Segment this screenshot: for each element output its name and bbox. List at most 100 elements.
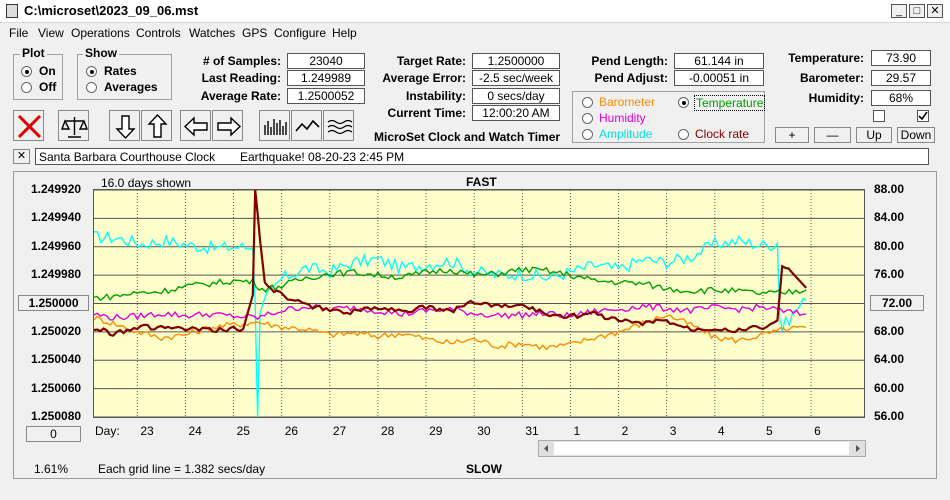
day-tick-label: 25	[236, 424, 250, 438]
clock-name-text: Santa Barbara Courthouse Clock	[39, 150, 216, 164]
arrow-right-button[interactable]	[212, 110, 243, 141]
bar-graph-icon	[264, 119, 287, 135]
barometer-field: 29.57	[871, 70, 931, 86]
day-tick-label: 26	[284, 424, 299, 438]
plot-area[interactable]	[93, 189, 865, 418]
app-name-label: MicroSet Clock and Watch Timer	[374, 130, 561, 144]
last-reading-label: Last Reading:	[201, 71, 281, 85]
average-error-field: -2.5 sec/week	[472, 70, 560, 86]
title-bar: C:\microset\2023_09_06.mst _ □ ✕	[0, 0, 950, 23]
humidity-radio[interactable]	[582, 113, 593, 124]
scroll-thumb[interactable]	[554, 442, 849, 455]
menu-help[interactable]: Help	[332, 26, 357, 40]
plus-button[interactable]: +	[775, 127, 809, 143]
current-time-label: Current Time:	[387, 106, 466, 120]
average-error-label: Average Error:	[382, 71, 466, 85]
slow-label: SLOW	[466, 462, 502, 476]
samples-field: 23040	[287, 53, 365, 69]
clear-note-button[interactable]: ✕	[13, 149, 30, 164]
target-rate-field[interactable]: 1.2500000	[472, 53, 560, 69]
menu-bar: File View Operations Controls Watches GP…	[0, 22, 950, 42]
minus-button[interactable]: —	[814, 127, 851, 143]
show-rates-radio[interactable]	[86, 66, 97, 77]
line-graph-icon	[295, 119, 320, 132]
day-tick-label: 28	[380, 424, 395, 438]
wave-view-button[interactable]	[323, 110, 354, 141]
minimize-button[interactable]: _	[891, 4, 907, 18]
y-left-tick: 1.250020	[31, 323, 82, 338]
wave-icon	[327, 119, 353, 135]
arrow-right-icon	[217, 116, 242, 137]
day-tick-label: 24	[188, 424, 202, 438]
day-tick-label: 2	[621, 424, 629, 438]
menu-gps[interactable]: GPS	[242, 26, 268, 40]
arrow-up-button[interactable]	[141, 110, 172, 141]
day-tick-label: 3	[669, 424, 677, 438]
temperature-label: Temperature:	[788, 51, 864, 65]
plot-on-radio[interactable]	[21, 66, 32, 77]
day-tick-label: 1	[573, 424, 581, 438]
show-averages-radio[interactable]	[86, 82, 97, 93]
left-checkbox[interactable]	[873, 110, 885, 122]
day-tick-label: 4	[717, 424, 725, 438]
percent-label: 1.61%	[34, 462, 69, 476]
x-axis-label: Day:	[95, 424, 120, 438]
pend-length-field: 61.144 in	[674, 53, 764, 69]
plot-on-label: On	[39, 64, 56, 78]
y-left-tick: 1.250060	[31, 380, 82, 395]
temperature-series-line	[94, 266, 807, 302]
scroll-right-icon[interactable]	[851, 442, 864, 455]
pend-adjust-label: Pend Adjust:	[594, 71, 668, 85]
y-left-tick[interactable]: 1.250000	[18, 294, 89, 311]
menu-file[interactable]: File	[9, 26, 29, 40]
menu-view[interactable]: View	[38, 26, 64, 40]
days-shown-label: 16.0 days shown	[101, 176, 192, 190]
note-field[interactable]: Santa Barbara Courthouse Clock Earthquak…	[35, 148, 929, 165]
clock-rate-series-line	[94, 190, 808, 337]
day-tick-label: 30	[477, 424, 491, 438]
arrow-left-button[interactable]	[180, 110, 211, 141]
y-right-tick: 56.00	[874, 409, 905, 423]
stop-button[interactable]	[13, 110, 44, 141]
y-left-tick: 1.249920	[31, 182, 82, 196]
plot-off-radio[interactable]	[21, 82, 32, 93]
arrow-down-button[interactable]	[109, 110, 140, 141]
left-value-button[interactable]: 0	[26, 426, 81, 442]
balance-button[interactable]	[58, 110, 89, 141]
close-window-button[interactable]: ✕	[927, 4, 943, 18]
scroll-left-icon[interactable]	[540, 442, 553, 455]
up-button[interactable]: Up	[856, 127, 892, 143]
barometer-radio[interactable]	[582, 97, 593, 108]
y-left-tick: 1.250040	[31, 352, 82, 367]
temperature-field: 73.90	[871, 50, 931, 66]
right-checkbox[interactable]	[917, 110, 929, 122]
day-tick-label: 6	[814, 424, 821, 438]
y-left-tick: 1.249940	[31, 210, 82, 225]
line-view-button[interactable]	[291, 110, 322, 141]
y-left-tick: 1.249980	[31, 267, 82, 282]
y-right-tick[interactable]: 72.00	[870, 294, 924, 311]
horizontal-scrollbar[interactable]	[538, 440, 866, 457]
day-tick-label: 27	[332, 424, 347, 438]
humidity-field: 68%	[871, 90, 931, 106]
graph-panel	[13, 171, 937, 479]
last-reading-field: 1.249989	[287, 70, 365, 86]
samples-label: # of Samples:	[202, 54, 281, 68]
barometer-label: Barometer:	[799, 71, 864, 85]
clock-rate-radio[interactable]	[678, 129, 689, 140]
y-right-tick: 76.00	[874, 267, 905, 282]
instability-label: Instability:	[405, 89, 466, 103]
show-rates-label: Rates	[104, 64, 137, 78]
menu-controls[interactable]: Controls	[136, 26, 181, 40]
amplitude-radio[interactable]	[582, 129, 593, 140]
down-button[interactable]: Down	[897, 127, 935, 143]
maximize-button[interactable]: □	[909, 4, 925, 18]
temperature-radio[interactable]	[678, 97, 689, 108]
menu-configure[interactable]: Configure	[274, 26, 327, 40]
red-x-icon	[17, 114, 42, 139]
menu-operations[interactable]: Operations	[71, 26, 130, 40]
bars-view-button[interactable]	[259, 110, 290, 141]
humidity-option-label: Humidity	[599, 111, 646, 125]
menu-watches[interactable]: Watches	[189, 26, 236, 40]
instability-field: 0 secs/day	[472, 88, 560, 104]
